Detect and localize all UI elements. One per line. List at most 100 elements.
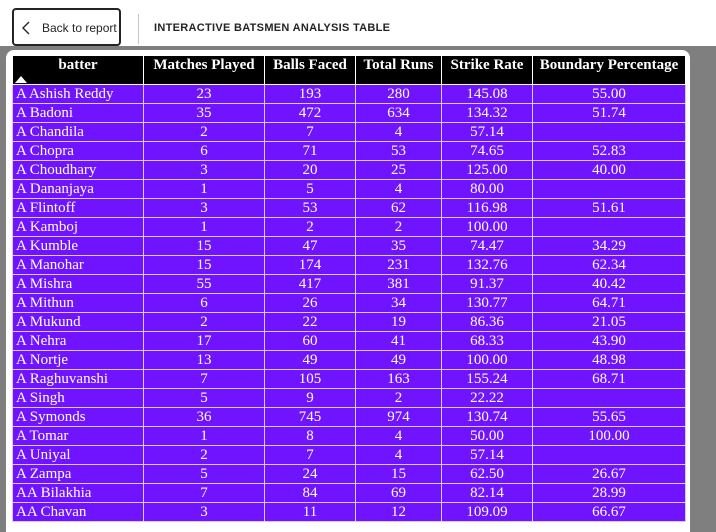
matches-played-cell: 35 — [143, 103, 265, 123]
table-row[interactable]: AA Bilakhia 7 84 69 82.14 28.99 — [12, 483, 686, 503]
total-runs-cell: 974 — [355, 407, 442, 427]
table-row[interactable]: AA Chavan 3 11 12 109.09 66.67 — [12, 502, 686, 522]
matches-played-cell: 1 — [143, 217, 265, 237]
batter-cell: A Uniyal — [12, 445, 144, 465]
total-runs-cell: 34 — [355, 293, 442, 313]
total-runs-cell: 4 — [355, 426, 442, 446]
table-row[interactable]: A Singh 5 9 2 22.22 — [12, 388, 686, 408]
balls-faced-cell: 53 — [264, 198, 356, 218]
boundary-percentage-cell — [532, 179, 686, 199]
balls-faced-cell: 49 — [264, 350, 356, 370]
column-header-matches-played[interactable]: Matches Played — [143, 55, 265, 85]
total-runs-cell: 2 — [355, 217, 442, 237]
boundary-percentage-cell: 64.71 — [532, 293, 686, 313]
column-header-batter[interactable]: batter — [12, 55, 144, 85]
total-runs-cell: 634 — [355, 103, 442, 123]
column-header-total-runs[interactable]: Total Runs — [355, 55, 442, 85]
batter-cell: A Ashish Reddy — [12, 84, 144, 104]
strike-rate-cell: 130.74 — [441, 407, 533, 427]
table-row[interactable]: A Kumble 15 47 35 74.47 34.29 — [12, 236, 686, 256]
table-row[interactable]: A Zampa 5 24 15 62.50 26.67 — [12, 464, 686, 484]
matches-played-cell: 2 — [143, 445, 265, 465]
column-header-balls-faced[interactable]: Balls Faced — [264, 55, 356, 85]
matches-played-cell: 36 — [143, 407, 265, 427]
back-to-report-button[interactable]: Back to report — [12, 8, 121, 46]
table-row[interactable]: A Uniyal 2 7 4 57.14 — [12, 445, 686, 465]
boundary-percentage-cell — [532, 122, 686, 142]
strike-rate-cell: 116.98 — [441, 198, 533, 218]
table-row[interactable]: A Dananjaya 1 5 4 80.00 — [12, 179, 686, 199]
table-row[interactable]: A Symonds 36 745 974 130.74 55.65 — [12, 407, 686, 427]
batter-cell: A Zampa — [12, 464, 144, 484]
table-row[interactable]: A Chopra 6 71 53 74.65 52.83 — [12, 141, 686, 161]
table-row[interactable]: A Chandila 2 7 4 57.14 — [12, 122, 686, 142]
total-runs-cell: 69 — [355, 483, 442, 503]
balls-faced-cell: 84 — [264, 483, 356, 503]
boundary-percentage-cell: 68.71 — [532, 369, 686, 389]
matches-played-cell: 2 — [143, 122, 265, 142]
boundary-percentage-cell — [532, 445, 686, 465]
batter-cell: A Kumble — [12, 236, 144, 256]
table-row[interactable]: A Choudhary 3 20 25 125.00 40.00 — [12, 160, 686, 180]
batter-cell: A Badoni — [12, 103, 144, 123]
batter-cell: A Flintoff — [12, 198, 144, 218]
toolbar-divider — [138, 14, 139, 44]
strike-rate-cell: 125.00 — [441, 160, 533, 180]
table-row[interactable]: A Flintoff 3 53 62 116.98 51.61 — [12, 198, 686, 218]
matches-played-cell: 15 — [143, 236, 265, 256]
strike-rate-cell: 86.36 — [441, 312, 533, 332]
table-row[interactable]: A Ashish Reddy 23 193 280 145.08 55.00 — [12, 84, 686, 104]
batter-cell: A Kamboj — [12, 217, 144, 237]
batter-cell: A Choudhary — [12, 160, 144, 180]
table-row[interactable]: A Manohar 15 174 231 132.76 62.34 — [12, 255, 686, 275]
column-header-strike-rate[interactable]: Strike Rate — [441, 55, 533, 85]
matches-played-cell: 5 — [143, 464, 265, 484]
boundary-percentage-cell: 21.05 — [532, 312, 686, 332]
table-row[interactable]: A Mishra 55 417 381 91.37 40.42 — [12, 274, 686, 294]
balls-faced-cell: 71 — [264, 141, 356, 161]
strike-rate-cell: 68.33 — [441, 331, 533, 351]
balls-faced-cell: 7 — [264, 122, 356, 142]
strike-rate-cell: 57.14 — [441, 445, 533, 465]
table-body: A Ashish Reddy 23 193 280 145.08 55.00 A Badon… — [12, 84, 686, 522]
table-row[interactable]: A Nehra 17 60 41 68.33 43.90 — [12, 331, 686, 351]
matches-played-cell: 6 — [143, 293, 265, 313]
chevron-left-icon — [22, 21, 30, 35]
boundary-percentage-cell: 66.67 — [532, 502, 686, 522]
batter-cell: A Nehra — [12, 331, 144, 351]
table-row[interactable]: A Raghuvanshi 7 105 163 155.24 68.71 — [12, 369, 686, 389]
back-button-label: Back to report — [42, 21, 117, 35]
balls-faced-cell: 417 — [264, 274, 356, 294]
table-row[interactable]: A Tomar 1 8 4 50.00 100.00 — [12, 426, 686, 446]
vertical-scrollbar[interactable] — [690, 46, 716, 528]
table-row[interactable]: A Mithun 6 26 34 130.77 64.71 — [12, 293, 686, 313]
strike-rate-cell: 80.00 — [441, 179, 533, 199]
balls-faced-cell: 47 — [264, 236, 356, 256]
total-runs-cell: 4 — [355, 179, 442, 199]
strike-rate-cell: 134.32 — [441, 103, 533, 123]
matches-played-cell: 1 — [143, 426, 265, 446]
strike-rate-cell: 57.14 — [441, 122, 533, 142]
column-header-boundary-percentage[interactable]: Boundary Percentage — [532, 55, 686, 85]
total-runs-cell: 163 — [355, 369, 442, 389]
table-row[interactable]: A Nortje 13 49 49 100.00 48.98 — [12, 350, 686, 370]
boundary-percentage-cell: 51.74 — [532, 103, 686, 123]
table-row[interactable]: A Mukund 2 22 19 86.36 21.05 — [12, 312, 686, 332]
table-row[interactable]: A Kamboj 1 2 2 100.00 — [12, 217, 686, 237]
batter-cell: A Dananjaya — [12, 179, 144, 199]
boundary-percentage-cell: 40.42 — [532, 274, 686, 294]
boundary-percentage-cell: 43.90 — [532, 331, 686, 351]
batter-cell: A Nortje — [12, 350, 144, 370]
strike-rate-cell: 50.00 — [441, 426, 533, 446]
total-runs-cell: 2 — [355, 388, 442, 408]
batter-cell: A Symonds — [12, 407, 144, 427]
strike-rate-cell: 91.37 — [441, 274, 533, 294]
sort-ascending-icon — [15, 76, 27, 83]
batter-cell: A Manohar — [12, 255, 144, 275]
batter-cell: AA Bilakhia — [12, 483, 144, 503]
matches-played-cell: 3 — [143, 160, 265, 180]
table-row[interactable]: A Badoni 35 472 634 134.32 51.74 — [12, 103, 686, 123]
balls-faced-cell: 174 — [264, 255, 356, 275]
page-title: INTERACTIVE BATSMEN ANALYSIS TABLE — [154, 22, 391, 34]
batter-cell: A Tomar — [12, 426, 144, 446]
